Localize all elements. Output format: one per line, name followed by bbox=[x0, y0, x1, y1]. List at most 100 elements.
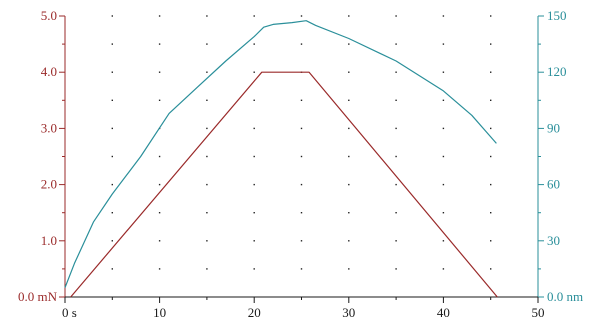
grid-dot bbox=[490, 268, 492, 270]
grid-dot bbox=[300, 127, 303, 130]
right-axis-tick-label: 30 bbox=[547, 233, 560, 248]
grid-dot bbox=[300, 183, 303, 186]
grid-dot bbox=[300, 99, 303, 101]
displacement-series-line bbox=[64, 20, 497, 288]
grid-dot bbox=[395, 240, 397, 242]
grid-dot bbox=[442, 183, 445, 186]
grid-dot bbox=[348, 43, 350, 45]
x-axis-tick-label: 40 bbox=[437, 305, 450, 320]
grid-dot bbox=[300, 268, 303, 270]
grid-dot bbox=[348, 183, 350, 186]
grid-dot bbox=[348, 240, 350, 242]
right-axis-tick-label: 0.0 nm bbox=[547, 289, 583, 304]
grid-dot bbox=[206, 127, 208, 130]
grid-dot bbox=[111, 15, 113, 17]
grid-dot bbox=[300, 15, 303, 17]
grid-dot bbox=[253, 99, 255, 101]
grid-dot bbox=[111, 268, 113, 270]
x-axis-tick-label: 20 bbox=[248, 305, 261, 320]
grid-dot bbox=[111, 127, 113, 130]
grid-dot bbox=[442, 43, 445, 45]
grid-dot bbox=[348, 268, 350, 270]
grid-dot bbox=[206, 183, 208, 186]
grid-dot bbox=[395, 268, 397, 270]
grid-dot bbox=[395, 183, 397, 186]
grid-dot bbox=[111, 183, 113, 186]
grid-dot bbox=[300, 212, 303, 214]
left-axis-tick-label: 4.0 bbox=[41, 64, 57, 79]
dot-grid bbox=[111, 15, 492, 270]
grid-dot bbox=[442, 240, 445, 242]
grid-dot bbox=[490, 99, 492, 101]
grid-dot bbox=[490, 71, 492, 73]
grid-dot bbox=[253, 43, 255, 45]
grid-dot bbox=[442, 212, 445, 214]
x-axis-tick-labels: 0 s 10 20 30 40 50 bbox=[62, 305, 545, 320]
grid-dot bbox=[348, 99, 350, 101]
left-axis-tick-label: 3.0 bbox=[41, 120, 57, 135]
grid-dot bbox=[395, 155, 397, 158]
grid-dot bbox=[348, 155, 350, 158]
grid-dot bbox=[395, 43, 397, 45]
grid-dot bbox=[206, 15, 208, 17]
grid-dot bbox=[253, 240, 255, 242]
grid-dot bbox=[158, 268, 161, 270]
grid-dot bbox=[111, 43, 113, 45]
grid-dot bbox=[395, 127, 397, 130]
grid-dot bbox=[206, 99, 208, 101]
right-axis-tick-label: 60 bbox=[547, 177, 560, 192]
left-axis-tick-label: 1.0 bbox=[41, 233, 57, 248]
grid-dot bbox=[111, 155, 113, 158]
left-axis-tick-label: 2.0 bbox=[41, 177, 57, 192]
grid-dot bbox=[158, 240, 161, 242]
grid-dot bbox=[158, 15, 161, 17]
grid-dot bbox=[442, 155, 445, 158]
grid-dot bbox=[206, 268, 208, 270]
grid-dot bbox=[348, 212, 350, 214]
grid-dot bbox=[442, 268, 445, 270]
grid-dot bbox=[253, 127, 255, 130]
force-series-line bbox=[70, 71, 498, 298]
grid-dot bbox=[490, 212, 492, 214]
grid-dot bbox=[490, 183, 492, 186]
grid-dot bbox=[442, 15, 445, 17]
grid-dot bbox=[206, 155, 208, 158]
grid-dot bbox=[253, 183, 255, 186]
grid-dot bbox=[253, 155, 255, 158]
grid-dot bbox=[348, 127, 350, 130]
grid-dot bbox=[395, 99, 397, 101]
grid-dot bbox=[253, 268, 255, 270]
grid-dot bbox=[348, 71, 350, 73]
grid-dot bbox=[253, 15, 255, 17]
grid-dot bbox=[158, 155, 161, 158]
grid-dot bbox=[490, 127, 492, 130]
grid-dot bbox=[395, 212, 397, 214]
grid-dot bbox=[490, 240, 492, 242]
grid-dot bbox=[158, 99, 161, 101]
grid-dot bbox=[158, 183, 161, 186]
grid-dot bbox=[111, 99, 113, 101]
data-lines bbox=[64, 20, 498, 298]
grid-dot bbox=[442, 127, 445, 130]
grid-dot bbox=[158, 212, 161, 214]
x-axis-tick-label: 10 bbox=[153, 305, 166, 320]
grid-dot bbox=[348, 15, 350, 17]
right-axis-tick-label: 120 bbox=[547, 64, 567, 79]
right-axis-tick-label: 150 bbox=[547, 8, 567, 23]
grid-dot bbox=[206, 71, 208, 73]
grid-dot bbox=[300, 43, 303, 45]
grid-dot bbox=[300, 155, 303, 158]
right-axis-tick-label: 90 bbox=[547, 120, 560, 135]
right-axis-tick-labels: 0.0 nm 30 60 90 120 150 bbox=[547, 8, 583, 304]
left-axis-tick-label: 0.0 mN bbox=[18, 289, 58, 304]
grid-dot bbox=[111, 212, 113, 214]
grid-dot bbox=[158, 43, 161, 45]
grid-dot bbox=[395, 15, 397, 17]
x-axis-tick-label: 0 s bbox=[62, 305, 77, 320]
plot-frame bbox=[59, 15, 544, 303]
left-axis-tick-label: 5.0 bbox=[41, 8, 57, 23]
x-axis-tick-label: 50 bbox=[532, 305, 545, 320]
grid-dot bbox=[253, 71, 255, 73]
grid-dot bbox=[206, 212, 208, 214]
grid-dot bbox=[395, 71, 397, 73]
